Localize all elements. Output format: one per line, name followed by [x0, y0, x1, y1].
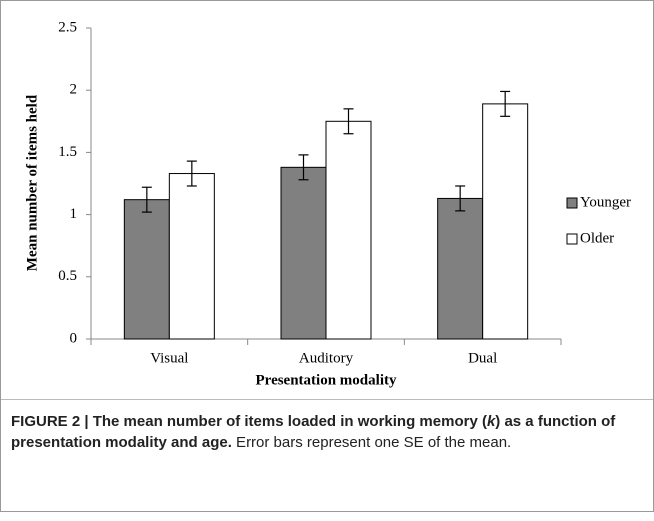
bar	[482, 103, 529, 340]
x-tick-label: Dual	[468, 350, 497, 366]
legend-label: Older	[580, 230, 614, 246]
bar	[168, 173, 215, 340]
error-bar	[141, 186, 152, 213]
x-axis-label: Presentation modality	[256, 372, 397, 388]
error-bar	[186, 160, 197, 187]
bar	[280, 166, 327, 340]
legend-label: Younger	[580, 194, 631, 210]
x-tick-label: Auditory	[299, 350, 354, 366]
x-tick-label: Visual	[150, 350, 188, 366]
y-axis-label: Mean number of items held	[24, 94, 40, 271]
bar	[123, 199, 170, 340]
y-tick-label: 1.5	[58, 144, 77, 160]
caption-text: Error bars represent one SE of the mean.	[231, 434, 512, 451]
caption: FIGURE 2 | The mean number of items load…	[11, 411, 641, 453]
caption-part: FIGURE 2 | The mean number of items load…	[11, 413, 487, 430]
bar	[325, 120, 372, 340]
caption-bold: FIGURE 2 | The mean number of items load…	[11, 413, 615, 451]
error-bar	[455, 185, 466, 212]
bar	[437, 197, 484, 340]
legend-swatch	[566, 233, 578, 245]
error-bar	[343, 108, 354, 135]
y-tick-label: 2	[70, 82, 78, 98]
y-tick-label: 0.5	[58, 268, 77, 284]
error-bar	[500, 90, 511, 117]
caption-part: ) as a function of presentation modality…	[11, 413, 616, 451]
error-bar	[298, 154, 309, 181]
y-tick-label: 0	[70, 330, 78, 346]
y-tick-label: 2.5	[58, 19, 77, 35]
separator	[1, 399, 653, 400]
caption-italic: k	[486, 413, 496, 430]
chart: Mean number of items held Presentation m…	[24, 19, 631, 388]
legend-swatch	[566, 197, 578, 209]
y-tick-label: 1	[70, 206, 78, 222]
